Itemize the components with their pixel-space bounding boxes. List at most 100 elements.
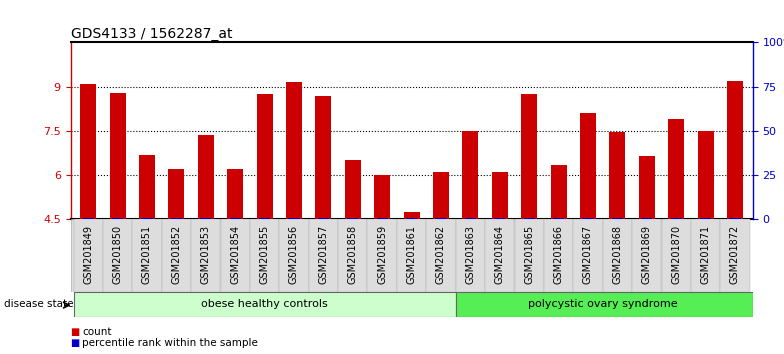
- Bar: [521, 94, 537, 219]
- Bar: [641, 218, 652, 221]
- Bar: [729, 218, 741, 221]
- Bar: [603, 219, 632, 292]
- Text: GSM201871: GSM201871: [701, 224, 710, 284]
- Bar: [132, 219, 162, 292]
- Bar: [374, 175, 390, 219]
- Bar: [74, 219, 103, 292]
- Text: GSM201864: GSM201864: [495, 224, 505, 284]
- Text: GSM201861: GSM201861: [407, 224, 416, 284]
- Text: GSM201851: GSM201851: [142, 224, 152, 284]
- Bar: [583, 218, 593, 221]
- Bar: [456, 219, 485, 292]
- Bar: [720, 219, 750, 292]
- Bar: [171, 218, 182, 221]
- Text: GSM201852: GSM201852: [172, 224, 181, 284]
- Bar: [250, 219, 279, 292]
- Bar: [162, 219, 191, 292]
- Text: GSM201867: GSM201867: [583, 224, 593, 284]
- Bar: [406, 218, 417, 221]
- Bar: [376, 218, 388, 221]
- Text: obese healthy controls: obese healthy controls: [201, 299, 328, 309]
- Text: GSM201853: GSM201853: [201, 224, 211, 284]
- Bar: [141, 218, 153, 221]
- Bar: [256, 94, 273, 219]
- Text: GSM201869: GSM201869: [642, 224, 652, 284]
- Bar: [230, 218, 241, 221]
- Text: GSM201854: GSM201854: [230, 224, 240, 284]
- Bar: [82, 218, 94, 221]
- Bar: [580, 113, 596, 219]
- Bar: [662, 219, 691, 292]
- Bar: [700, 218, 711, 221]
- Bar: [112, 218, 123, 221]
- Bar: [691, 219, 720, 292]
- Bar: [80, 84, 96, 219]
- Bar: [338, 219, 368, 292]
- Bar: [220, 219, 250, 292]
- Text: GSM201859: GSM201859: [377, 224, 387, 284]
- Bar: [259, 218, 270, 221]
- Bar: [544, 219, 573, 292]
- Bar: [612, 218, 623, 221]
- Text: polycystic ovary syndrome: polycystic ovary syndrome: [528, 299, 677, 309]
- Text: count: count: [82, 327, 112, 337]
- Bar: [632, 219, 662, 292]
- Bar: [465, 218, 476, 221]
- Bar: [435, 218, 447, 221]
- Bar: [492, 172, 508, 219]
- Bar: [227, 169, 243, 219]
- Bar: [347, 218, 358, 221]
- Text: GSM201858: GSM201858: [348, 224, 358, 284]
- Bar: [514, 219, 544, 292]
- Text: disease state: disease state: [4, 299, 74, 309]
- Text: GSM201863: GSM201863: [466, 224, 475, 284]
- Bar: [103, 219, 132, 292]
- Bar: [668, 119, 684, 219]
- Bar: [74, 292, 456, 317]
- Bar: [289, 218, 299, 221]
- Bar: [345, 160, 361, 219]
- Bar: [279, 219, 309, 292]
- Bar: [524, 218, 535, 221]
- Bar: [456, 292, 753, 317]
- Text: ■: ■: [71, 327, 80, 337]
- Bar: [698, 131, 713, 219]
- Bar: [485, 219, 514, 292]
- Text: ■: ■: [71, 338, 80, 348]
- Text: GSM201850: GSM201850: [113, 224, 122, 284]
- Bar: [573, 219, 603, 292]
- Bar: [198, 136, 214, 219]
- Bar: [609, 132, 626, 219]
- Bar: [309, 219, 338, 292]
- Text: GSM201857: GSM201857: [318, 224, 328, 284]
- Bar: [433, 172, 449, 219]
- Bar: [139, 155, 155, 219]
- Bar: [286, 82, 302, 219]
- Bar: [426, 219, 456, 292]
- Bar: [404, 212, 419, 219]
- Bar: [318, 218, 329, 221]
- Bar: [463, 131, 478, 219]
- Bar: [639, 156, 655, 219]
- Bar: [553, 218, 564, 221]
- Bar: [494, 218, 506, 221]
- Text: GSM201868: GSM201868: [612, 224, 622, 284]
- Text: GSM201872: GSM201872: [730, 224, 740, 284]
- Text: GSM201856: GSM201856: [289, 224, 299, 284]
- Bar: [550, 165, 567, 219]
- Bar: [727, 81, 743, 219]
- Text: GDS4133 / 1562287_at: GDS4133 / 1562287_at: [71, 28, 232, 41]
- Bar: [200, 218, 212, 221]
- Text: GSM201855: GSM201855: [260, 224, 270, 284]
- Bar: [368, 219, 397, 292]
- Text: percentile rank within the sample: percentile rank within the sample: [82, 338, 258, 348]
- Bar: [397, 219, 426, 292]
- Text: GSM201866: GSM201866: [554, 224, 564, 284]
- Text: GSM201865: GSM201865: [524, 224, 534, 284]
- Bar: [191, 219, 220, 292]
- Bar: [315, 96, 332, 219]
- Text: GSM201849: GSM201849: [83, 224, 93, 284]
- Text: GSM201862: GSM201862: [436, 224, 446, 284]
- Bar: [169, 169, 184, 219]
- Bar: [670, 218, 682, 221]
